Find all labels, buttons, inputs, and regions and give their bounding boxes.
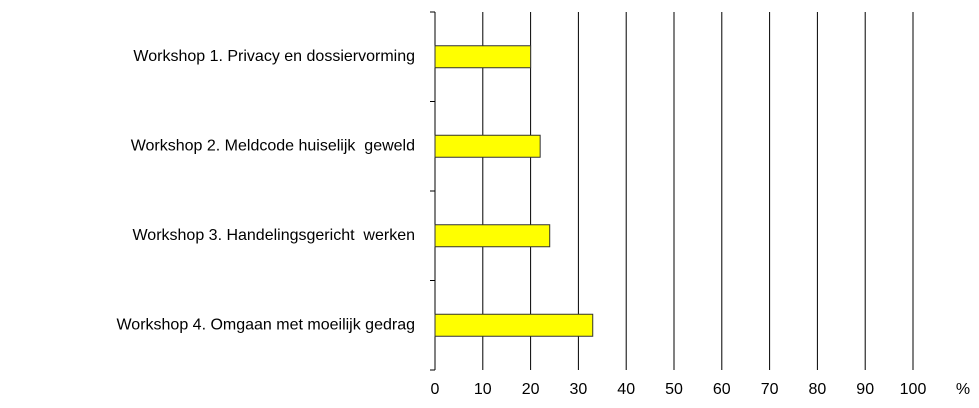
- bar: [434, 313, 594, 337]
- x-tick-label: 0: [431, 381, 440, 398]
- x-tick-label: 30: [570, 381, 588, 398]
- x-tick-label: 20: [522, 381, 540, 398]
- bar: [434, 134, 541, 158]
- x-tick-label: 50: [665, 381, 683, 398]
- y-tick-label: Workshop 1. Privacy en dossiervorming: [133, 48, 415, 65]
- x-tick-label: 40: [617, 381, 635, 398]
- bar: [434, 45, 532, 69]
- y-tick-label: Workshop 2. Meldcode huiselijk geweld: [131, 137, 415, 154]
- x-axis-label: %: [956, 381, 970, 398]
- x-tick-label: 100: [900, 381, 927, 398]
- x-tick-label: 60: [713, 381, 731, 398]
- x-tick-label: 70: [761, 381, 779, 398]
- x-tick-label: 80: [809, 381, 827, 398]
- y-tick-label: Workshop 3. Handelingsgericht werken: [132, 227, 415, 244]
- x-tick-label: 10: [474, 381, 492, 398]
- y-tick-label: Workshop 4. Omgaan met moeilijk gedrag: [116, 316, 415, 333]
- bar: [434, 224, 551, 248]
- x-tick-label: 90: [856, 381, 874, 398]
